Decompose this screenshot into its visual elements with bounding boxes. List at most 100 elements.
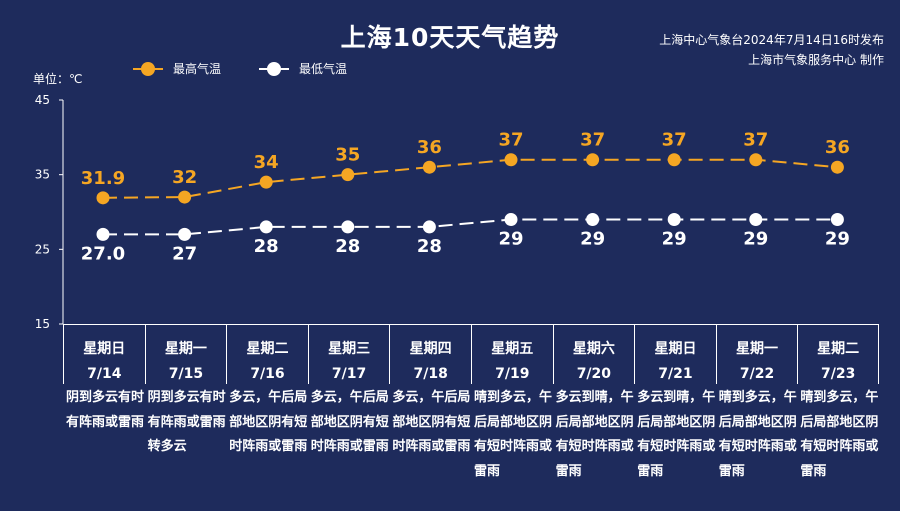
day-column: 星期四 7/18 bbox=[389, 325, 471, 384]
legend-label-high: 最高气温 bbox=[173, 62, 222, 76]
legend: 最高气温 最低气温 bbox=[133, 60, 347, 77]
day-column: 星期一 7/15 bbox=[144, 325, 227, 384]
day-column: 星期二 7/16 bbox=[226, 325, 308, 384]
day-date: 7/17 bbox=[331, 366, 367, 382]
day-date: 7/23 bbox=[820, 366, 856, 382]
data-label-high: 32 bbox=[172, 167, 197, 188]
series-line-low bbox=[103, 218, 838, 236]
day-weekday: 星期五 bbox=[491, 341, 534, 357]
day-weekday: 星期日 bbox=[83, 341, 126, 357]
data-point-low bbox=[422, 220, 436, 234]
day-weather-description: 晴到多云，午后局部地区阴有短时阵雨或雷雨 bbox=[800, 390, 879, 479]
data-label-low: 29 bbox=[825, 228, 850, 249]
legend-marker-low-icon bbox=[259, 61, 290, 76]
day-column: 星期五 7/19 bbox=[470, 325, 553, 384]
data-point-low bbox=[749, 212, 763, 226]
day-column: 星期日 7/21 bbox=[634, 325, 716, 384]
data-label-low: 29 bbox=[580, 228, 605, 249]
data-label-high: 34 bbox=[254, 152, 279, 173]
y-tick-label: 25 bbox=[35, 242, 50, 256]
day-date: 7/14 bbox=[87, 366, 122, 382]
data-label-low: 28 bbox=[254, 236, 279, 257]
data-point-high bbox=[96, 191, 110, 205]
day-column: 星期三 7/17 bbox=[307, 325, 390, 384]
data-point-low bbox=[504, 212, 518, 226]
issuer-line-2: 上海市气象服务中心 制作 bbox=[748, 53, 884, 67]
data-point-high bbox=[341, 168, 355, 182]
data-point-low bbox=[586, 212, 600, 226]
day-weekday: 星期日 bbox=[654, 341, 697, 357]
data-label-low: 28 bbox=[335, 236, 360, 257]
day-weekday: 星期二 bbox=[817, 341, 860, 357]
data-point-low bbox=[341, 220, 355, 234]
day-weather-description: 阴到多云有时有阵雨或雷雨转多云 bbox=[147, 390, 226, 454]
day-column: 星期一 7/22 bbox=[715, 325, 798, 384]
day-weekday: 星期一 bbox=[736, 341, 779, 357]
unit-label: 单位：℃ bbox=[33, 72, 83, 86]
data-point-high bbox=[178, 190, 192, 204]
issuer-info: 上海中心气象台2024年7月14日16时发布 上海市气象服务中心 制作 bbox=[659, 30, 884, 70]
day-weather-description: 多云，午后局部地区阴有短时阵雨或雷雨 bbox=[392, 390, 471, 454]
day-column: 星期六 7/20 bbox=[552, 325, 635, 384]
day-weekday: 星期四 bbox=[409, 341, 452, 357]
day-date: 7/15 bbox=[168, 366, 204, 382]
day-weather-description: 多云，午后局部地区阴有短时阵雨或雷雨 bbox=[310, 390, 389, 454]
day-date: 7/22 bbox=[739, 366, 775, 382]
day-weather-description: 晴到多云，午后局部地区阴有短时阵雨或雷雨 bbox=[474, 390, 553, 479]
data-label-high: 35 bbox=[335, 145, 360, 166]
data-label-high: 37 bbox=[580, 130, 605, 151]
day-column: 星期二 7/23 bbox=[797, 325, 879, 384]
data-label-high: 37 bbox=[662, 130, 687, 151]
day-column: 星期日 7/14 bbox=[63, 325, 145, 384]
day-weekday: 星期一 bbox=[164, 341, 207, 357]
legend-marker-high-icon bbox=[133, 61, 163, 76]
data-label-low: 27.0 bbox=[81, 243, 125, 264]
data-label-low: 28 bbox=[417, 236, 442, 257]
day-weather-description: 多云，午后局部地区阴有短时阵雨或雷雨 bbox=[229, 390, 308, 454]
day-weather-description: 多云到晴，午后局部地区阴有短时阵雨或雷雨 bbox=[555, 390, 634, 479]
data-point-high bbox=[259, 175, 273, 189]
issuer-line-1: 上海中心气象台2024年7月14日16时发布 bbox=[659, 33, 884, 47]
data-label-high: 36 bbox=[825, 137, 850, 158]
data-point-high bbox=[422, 160, 436, 174]
legend-label-low: 最低气温 bbox=[299, 62, 348, 76]
y-tick-label: 45 bbox=[35, 93, 50, 107]
data-point-low bbox=[178, 227, 192, 241]
data-point-high bbox=[749, 153, 763, 167]
day-date: 7/21 bbox=[658, 366, 693, 382]
day-weekday: 星期二 bbox=[246, 341, 289, 357]
day-weekday: 星期三 bbox=[328, 341, 371, 357]
day-weather-description: 多云到晴，午后局部地区阴有短时阵雨或雷雨 bbox=[637, 390, 716, 479]
day-weather-description: 阴到多云有时有阵雨或雷雨 bbox=[66, 390, 145, 430]
data-label-high: 31.9 bbox=[81, 168, 125, 189]
data-label-low: 29 bbox=[662, 228, 687, 249]
data-point-low bbox=[830, 212, 844, 226]
temperature-chart: 15 25 35 45 31.9 32 34 35 36 37 37 37 37 36 27.0 27 28 28… bbox=[35, 93, 850, 330]
data-point-high bbox=[667, 153, 681, 167]
day-weekday: 星期六 bbox=[572, 341, 615, 357]
data-point-high bbox=[504, 153, 518, 167]
data-point-low bbox=[96, 227, 110, 241]
day-weather-description: 晴到多云，午后局部地区阴有短时阵雨或雷雨 bbox=[718, 390, 797, 479]
data-point-high bbox=[830, 160, 844, 174]
data-label-low: 29 bbox=[498, 228, 523, 249]
data-label-high: 37 bbox=[743, 130, 768, 151]
data-label-low: 29 bbox=[743, 228, 768, 249]
day-date: 7/18 bbox=[413, 366, 448, 382]
data-point-low bbox=[259, 220, 273, 234]
data-label-high: 36 bbox=[417, 137, 442, 158]
data-label-low: 27 bbox=[172, 243, 197, 264]
series-line-high bbox=[102, 158, 838, 199]
day-date: 7/16 bbox=[250, 366, 285, 382]
y-tick-label: 35 bbox=[35, 168, 50, 182]
legend-item-low: 最低气温 bbox=[259, 60, 347, 77]
data-point-low bbox=[667, 212, 681, 226]
day-date: 7/19 bbox=[495, 366, 530, 382]
day-date: 7/20 bbox=[576, 366, 612, 382]
legend-item-high: 最高气温 bbox=[133, 60, 221, 77]
data-label-high: 37 bbox=[498, 130, 523, 151]
chart-title: 上海10天天气趋势 bbox=[340, 23, 560, 52]
day-columns: 星期日 7/14 星期一 7/15 星期二 7/16 星期三 7/17 星期四 7/18 星期五 7/… bbox=[63, 324, 879, 384]
data-point-high bbox=[586, 153, 600, 167]
y-tick-label: 15 bbox=[35, 317, 50, 330]
